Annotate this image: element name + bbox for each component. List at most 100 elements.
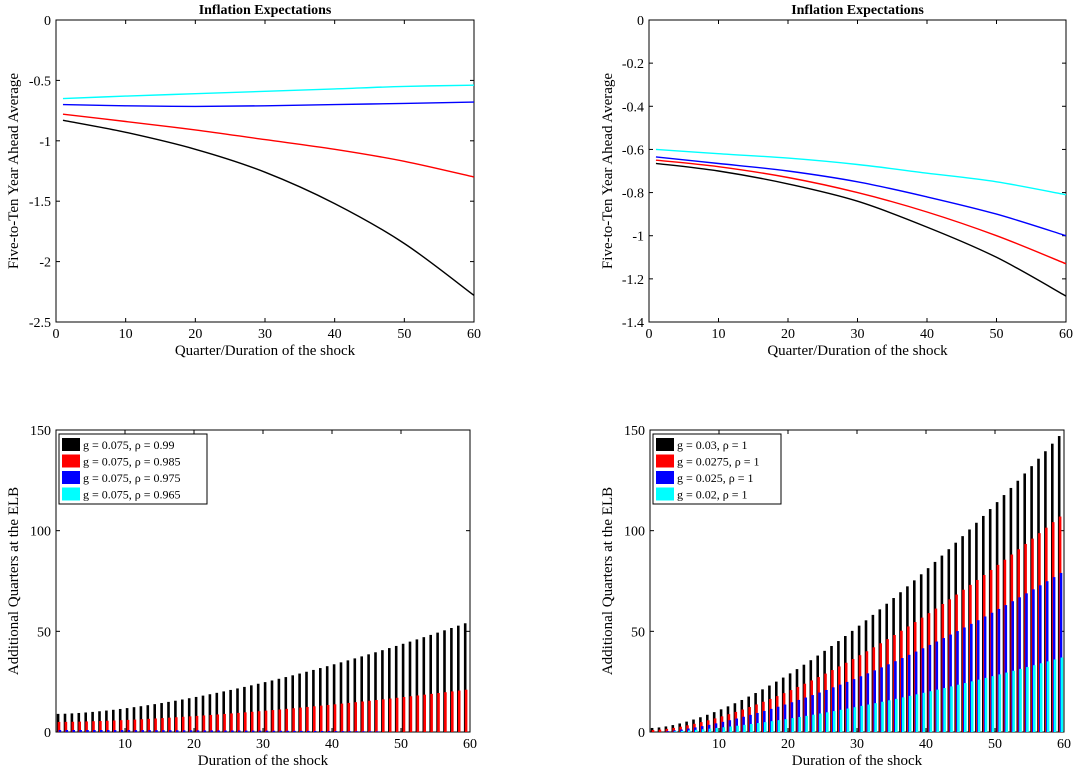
y-axis-label: Five-to-Ten Year Ahead Average bbox=[6, 73, 22, 269]
y-tick-label: -0.2 bbox=[622, 57, 644, 72]
bar bbox=[374, 652, 377, 732]
bar bbox=[408, 641, 412, 732]
bar bbox=[1032, 589, 1035, 732]
bar bbox=[340, 703, 344, 732]
y-tick-label: -0.8 bbox=[622, 187, 644, 202]
bar bbox=[928, 644, 932, 732]
bar bbox=[181, 716, 185, 732]
bar bbox=[1046, 661, 1050, 732]
bar bbox=[306, 706, 309, 732]
bar bbox=[175, 730, 179, 732]
bar bbox=[895, 698, 898, 732]
bar bbox=[429, 634, 432, 732]
bar bbox=[65, 729, 69, 732]
bar bbox=[332, 664, 336, 732]
bar bbox=[162, 730, 165, 732]
y-tick-label: -1 bbox=[39, 135, 51, 150]
x-tick-label: 20 bbox=[781, 327, 795, 342]
bar bbox=[679, 726, 682, 732]
bar bbox=[86, 730, 89, 732]
bar bbox=[64, 721, 68, 732]
bar bbox=[736, 725, 739, 732]
x-tick-label: 60 bbox=[467, 327, 481, 342]
series-line bbox=[655, 162, 1067, 297]
series-line bbox=[655, 159, 1067, 265]
bar bbox=[956, 631, 959, 732]
bar bbox=[93, 730, 96, 732]
bar bbox=[293, 730, 296, 732]
bar bbox=[305, 671, 308, 732]
bar bbox=[224, 730, 227, 732]
bar bbox=[819, 713, 822, 732]
x-tick-label: 30 bbox=[850, 737, 864, 752]
bar bbox=[201, 695, 205, 732]
bar bbox=[984, 677, 988, 732]
bar bbox=[279, 730, 282, 732]
bar bbox=[998, 674, 1002, 732]
bar bbox=[658, 729, 662, 732]
bar bbox=[257, 711, 261, 732]
bar bbox=[929, 691, 933, 732]
bar bbox=[375, 700, 378, 732]
bar bbox=[326, 704, 330, 732]
bar bbox=[742, 716, 745, 732]
bar bbox=[1019, 668, 1022, 732]
bar bbox=[1025, 593, 1028, 732]
x-tick-label: 30 bbox=[258, 327, 272, 342]
bar bbox=[72, 730, 75, 732]
bar bbox=[141, 730, 144, 732]
legend-label: g = 0.03, ρ = 1 bbox=[677, 438, 748, 452]
legend-swatch bbox=[62, 487, 80, 501]
bar bbox=[976, 620, 980, 732]
bar bbox=[665, 728, 669, 732]
bar bbox=[423, 694, 426, 732]
y-tick-label: 150 bbox=[624, 424, 645, 439]
bar bbox=[195, 715, 199, 732]
bar bbox=[286, 730, 289, 732]
bar bbox=[901, 658, 904, 732]
bar bbox=[1053, 659, 1057, 732]
bar bbox=[147, 718, 150, 732]
bar bbox=[148, 730, 151, 732]
bar bbox=[126, 719, 130, 732]
bar bbox=[360, 656, 363, 732]
legend-label: g = 0.0275, ρ = 1 bbox=[677, 455, 760, 469]
bar bbox=[715, 727, 719, 732]
bar bbox=[826, 712, 829, 732]
bar bbox=[187, 698, 191, 732]
bar bbox=[367, 654, 370, 732]
bar bbox=[983, 616, 987, 732]
bar bbox=[388, 698, 392, 732]
x-tick-label: 10 bbox=[712, 737, 726, 752]
bar bbox=[376, 731, 379, 732]
bar bbox=[964, 683, 967, 732]
bar bbox=[320, 731, 324, 732]
legend bbox=[652, 433, 782, 505]
bar bbox=[333, 704, 337, 732]
bar bbox=[174, 700, 177, 732]
bar bbox=[238, 730, 241, 732]
legend-swatch bbox=[62, 471, 80, 484]
legend bbox=[58, 433, 208, 505]
bar bbox=[852, 679, 856, 732]
legend-label: g = 0.075, ρ = 0.985 bbox=[83, 455, 181, 469]
y-tick-label: 0 bbox=[637, 14, 644, 29]
bar bbox=[1039, 663, 1043, 732]
chart-title: Inflation Expectations bbox=[199, 3, 332, 18]
x-tick-label: 30 bbox=[256, 737, 270, 752]
bar bbox=[430, 693, 433, 732]
bar bbox=[270, 680, 274, 732]
x-tick-label: 10 bbox=[712, 327, 726, 342]
legend-swatch bbox=[62, 438, 80, 451]
bar bbox=[181, 699, 184, 732]
bar bbox=[169, 730, 172, 732]
bar bbox=[155, 730, 158, 732]
bar bbox=[457, 625, 460, 732]
bar bbox=[853, 707, 857, 732]
bar bbox=[263, 682, 267, 732]
plot-area-2 bbox=[648, 19, 1067, 323]
bar bbox=[922, 692, 926, 732]
bar bbox=[832, 687, 835, 732]
bar bbox=[188, 716, 192, 732]
bar bbox=[688, 730, 691, 732]
